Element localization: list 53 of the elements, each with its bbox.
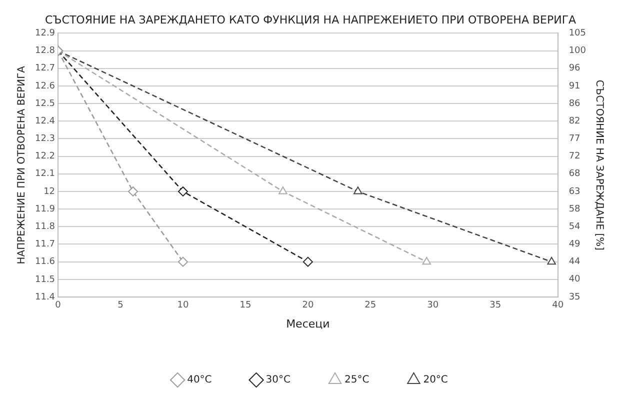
y2-tick-label: 82 xyxy=(568,116,580,126)
y-tick-label: 12.2 xyxy=(34,152,56,162)
x-tick-label: 20 xyxy=(302,300,314,311)
y2-tick-label: 68 xyxy=(568,169,581,180)
y-tick-label: 11.4 xyxy=(34,292,56,302)
legend-label: 30°C xyxy=(266,374,291,386)
y-tick-label: 12.4 xyxy=(34,116,56,126)
y2-axis-title: СЪСТОЯНИЕ НА ЗАРЕЖДАНЕ [%] xyxy=(593,80,604,250)
x-tick-label: 30 xyxy=(427,300,439,311)
point xyxy=(128,186,138,196)
y2-tick-label: 54 xyxy=(568,222,581,232)
y-tick-label: 12 xyxy=(44,186,56,197)
y2-tick-label: 72 xyxy=(568,152,580,162)
point xyxy=(178,186,188,196)
y2-tick-label: 96 xyxy=(568,64,581,74)
y-tick-label: 11.7 xyxy=(34,240,56,250)
y2-tick-label: 77 xyxy=(568,134,580,144)
y-tick-label: 12.3 xyxy=(34,134,56,144)
chart-title: СЪСТОЯНИЕ НА ЗАРЕЖДАНЕТО КАТО ФУНКЦИЯ НА НАПРЕЖЕНИЕТО ПРИ ОТВОРЕНА ВЕРИГА xyxy=(44,13,577,26)
x-axis-title: Месеци xyxy=(286,317,330,330)
y2-tick-label: 44 xyxy=(568,257,581,268)
y2-tick-label: 58 xyxy=(568,204,581,214)
y-tick-label: 11.8 xyxy=(34,222,56,232)
x-tick-label: 0 xyxy=(55,300,62,311)
y-axis-title: НАПРЕЖЕНИЕ ПРИ ОТВОРЕНА ВЕРИГА xyxy=(16,66,28,264)
y2-tick-label: 49 xyxy=(568,240,581,250)
y-tick-label: 11.5 xyxy=(34,274,56,285)
x-tick-label: 40 xyxy=(552,300,564,311)
x-tick-label: 35 xyxy=(490,300,502,311)
y2-tick-label: 86 xyxy=(568,98,581,109)
point xyxy=(178,256,188,267)
y-tick-label: 11.9 xyxy=(34,204,56,214)
y2-tick-label: 40 xyxy=(568,274,581,285)
y-tick-label: 12.6 xyxy=(34,81,56,92)
y-tick-label: 12.9 xyxy=(34,28,56,39)
legend-label: 20°C xyxy=(423,374,448,386)
y-tick-label: 12.7 xyxy=(34,64,56,74)
y2-tick-label: 105 xyxy=(568,28,586,39)
y2-tick-label: 100 xyxy=(568,46,586,56)
y2-tick-label: 91 xyxy=(568,81,580,92)
y2-tick-label: 35 xyxy=(568,292,580,302)
y2-tick-label: 63 xyxy=(568,186,580,197)
y-tick-label: 12.8 xyxy=(34,46,56,56)
y-tick-label: 11.6 xyxy=(34,257,56,268)
x-tick-label: 5 xyxy=(118,300,124,311)
legend-label: 40°C xyxy=(187,374,212,386)
x-tick-label: 15 xyxy=(240,300,252,311)
x-tick-label: 25 xyxy=(364,300,376,311)
point xyxy=(302,256,313,267)
legend-label: 25°C xyxy=(344,374,370,386)
x-tick-label: 10 xyxy=(177,300,189,311)
y-tick-label: 12.1 xyxy=(34,169,56,180)
y-tick-label: 12.5 xyxy=(34,98,56,109)
